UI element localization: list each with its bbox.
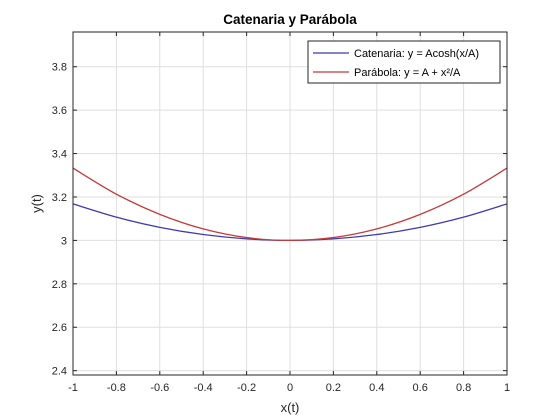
chart-title: Catenaria y Parábola bbox=[223, 12, 357, 27]
x-tick-label: 0.2 bbox=[326, 382, 341, 394]
y-tick-label: 3 bbox=[61, 235, 67, 247]
y-tick-label: 2.8 bbox=[52, 279, 67, 291]
x-tick-label: 1 bbox=[504, 382, 510, 394]
y-axis-label: y(t) bbox=[29, 194, 44, 213]
legend: Catenaria: y = Acosh(x/A) Parábola: y = … bbox=[307, 40, 501, 84]
y-tick-label: 2.4 bbox=[52, 366, 67, 378]
x-tick-label: -0.4 bbox=[194, 382, 213, 394]
ticks: -1 -0.8 -0.6 -0.4 -0.2 0 0.2 0.4 0.6 0.8 1 2.4 2.6 2.… bbox=[52, 32, 510, 394]
x-tick-label: 0.4 bbox=[369, 382, 384, 394]
series-line-parabola bbox=[72, 167, 508, 242]
x-tick-label: -0.2 bbox=[237, 382, 256, 394]
y-tick-label: 2.6 bbox=[52, 322, 67, 334]
legend-box bbox=[307, 40, 501, 84]
plot-series bbox=[72, 167, 508, 242]
legend-label-parabola: Parábola: y = A + x²/A bbox=[354, 67, 461, 79]
x-tick-label: -1 bbox=[68, 382, 78, 394]
y-tick-label: 3.8 bbox=[52, 62, 67, 74]
y-tick-label: 3.6 bbox=[52, 105, 67, 117]
y-tick-label: 3.2 bbox=[52, 192, 67, 204]
legend-label-catenaria: Catenaria: y = Acosh(x/A) bbox=[354, 48, 479, 60]
x-tick-label: 0.8 bbox=[456, 382, 471, 394]
x-tick-label: 0 bbox=[287, 382, 293, 394]
x-axis-label: x(t) bbox=[281, 400, 300, 415]
x-tick-label: -0.8 bbox=[107, 382, 126, 394]
y-tick-label: 3.4 bbox=[52, 149, 67, 161]
grid bbox=[73, 32, 507, 375]
x-tick-label: -0.6 bbox=[150, 382, 169, 394]
x-tick-label: 0.6 bbox=[413, 382, 428, 394]
